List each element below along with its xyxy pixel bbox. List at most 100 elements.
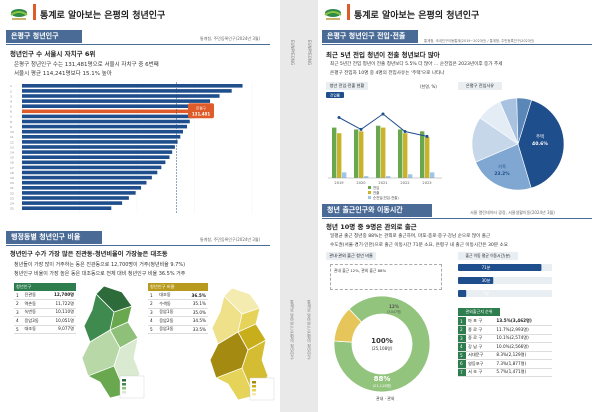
tick-label: 1 xyxy=(10,84,12,88)
bar xyxy=(22,109,200,114)
tick-label: 3 xyxy=(10,94,12,98)
source-note: 통계청, 주민등록인구(2024년 3월) xyxy=(200,237,261,242)
bar xyxy=(342,172,347,178)
bar xyxy=(332,127,337,178)
bar xyxy=(22,94,220,98)
tick-label: 6 xyxy=(10,110,12,114)
bar xyxy=(337,133,342,178)
bar xyxy=(386,176,391,178)
chart-caption: 청년 전입·전출 현황 xyxy=(326,82,368,90)
bar xyxy=(408,174,413,178)
donut-small-value: (3,047명) xyxy=(387,309,402,314)
line-tag xyxy=(326,92,344,98)
tick-label: 9 xyxy=(10,125,12,129)
bar xyxy=(22,99,211,103)
youth-ratio-table: 청년인구 비율 1 대조동 36.5% 2 수색동 35.1% 3 응암1동 35.0% 4… xyxy=(148,283,208,334)
bar xyxy=(22,165,162,170)
logo-icon xyxy=(322,6,344,20)
chart-unit: (천명, %) xyxy=(420,84,437,89)
bar xyxy=(22,119,190,124)
pie-slice xyxy=(517,99,565,189)
bar xyxy=(22,150,173,154)
tick-label: 2023 xyxy=(422,181,431,185)
callout-box xyxy=(188,103,214,119)
side-text: EUNPYEONG xyxy=(307,40,312,65)
headline: 최근 5년 전입 청년이 전출 청년보다 많아 xyxy=(326,51,440,59)
donut-center-value: (25,108명) xyxy=(372,345,393,351)
bar xyxy=(22,84,243,88)
tick-label: 10 xyxy=(10,130,14,134)
tick-label: 17 xyxy=(10,166,14,170)
tick-label: 2022 xyxy=(400,181,409,185)
legend-label: 순전입(전입-전출) xyxy=(373,195,399,200)
donut-legend: 관내 · 관외 xyxy=(376,396,395,401)
commute-donut: 100%(25,108명) 88%(21,118명) 12%(3,047명) xyxy=(333,295,431,393)
side-text: 통계로 알아보는 은평의 청년인구 xyxy=(290,300,295,360)
source-note: 서울 열린데이터 광장, 서울생활이동(2024년 3월) xyxy=(470,210,555,215)
body-line: 일평균 출근 청년중 88%는 관외로 출근하며, 마포·종로·중구·강남 순으… xyxy=(330,234,491,239)
bar xyxy=(458,290,467,297)
yellow-district-map xyxy=(209,287,275,401)
legend-swatch xyxy=(368,186,371,189)
bar xyxy=(22,124,188,129)
bar xyxy=(22,114,194,119)
table-row: 2 역촌동 11,722명 xyxy=(14,299,76,309)
body-line: 청년인구 비율이 가장 높은 동은 대조동으로 전체 대비 청년인구 비율 36… xyxy=(14,271,186,277)
bar xyxy=(22,135,181,139)
bar xyxy=(398,129,403,178)
donut-caption: 관내·관외 출근 청년 비율 xyxy=(326,252,376,260)
line-label: 전입률 xyxy=(330,93,341,98)
logo-icon xyxy=(8,6,30,20)
tick-label: 23 xyxy=(10,196,14,200)
tick-label: 12 xyxy=(10,140,14,144)
tick-label: 22 xyxy=(10,191,14,195)
green-district-map xyxy=(81,285,145,399)
tick-label: 20 xyxy=(10,181,14,185)
slice-label: 가족 xyxy=(498,163,506,170)
donut-note-box xyxy=(330,264,442,290)
table-row: 2 수색동 35.1% xyxy=(148,299,208,309)
body-line: 은평구 전입자 10명 중 4명의 전입사유는 '주택'으로 나타나 xyxy=(330,71,445,76)
divider xyxy=(322,44,592,45)
donut-small-pct: 12% xyxy=(389,304,400,309)
pie-slice xyxy=(475,143,532,191)
table-row: 4 응암3동 10,051명 xyxy=(14,316,76,326)
tick-label: 7 xyxy=(10,115,12,119)
bar xyxy=(420,131,425,178)
callout-value: 131,481 xyxy=(192,111,210,116)
bar-label: 30분 xyxy=(482,278,491,283)
bar xyxy=(22,140,178,144)
slice-value: 23.2% xyxy=(494,171,510,177)
bar xyxy=(458,277,494,284)
bar xyxy=(359,131,364,178)
page-title: 통계로 알아보는 은평의 청년인구 xyxy=(40,11,166,21)
headline: 청년인구 수가 가장 많은 진관동·청년비율이 가장높은 대조동 xyxy=(10,251,168,258)
tick-label: 24 xyxy=(10,202,14,206)
callout-label: 은평구 xyxy=(196,105,207,110)
pie-slice xyxy=(516,97,532,145)
tick-label: 14 xyxy=(10,151,14,155)
legend-swatch xyxy=(368,196,371,199)
section-title: 은평구 청년인구 전입·전출 xyxy=(322,30,418,43)
table-row: 4 응암2동 34.5% xyxy=(148,316,208,326)
table-row: 1 진관동 12,700명 xyxy=(14,291,76,300)
donut-outer-value: (21,118명) xyxy=(373,383,392,388)
headline: 청년인구 수 서울시 자치구 6위 xyxy=(10,50,96,58)
bar xyxy=(354,129,359,178)
page-title: 통계로 알아보는 은평의 청년인구 xyxy=(354,11,480,21)
bar-label: 71분 xyxy=(482,265,491,270)
bar xyxy=(22,160,166,165)
divider xyxy=(322,218,592,219)
tick-label: 11 xyxy=(10,135,14,139)
legend-label: 전출 xyxy=(373,190,379,195)
tick-label: 16 xyxy=(10,161,14,165)
table-header: 청년인구 비율 xyxy=(148,283,208,291)
bar xyxy=(22,180,147,185)
series-line xyxy=(338,113,428,137)
